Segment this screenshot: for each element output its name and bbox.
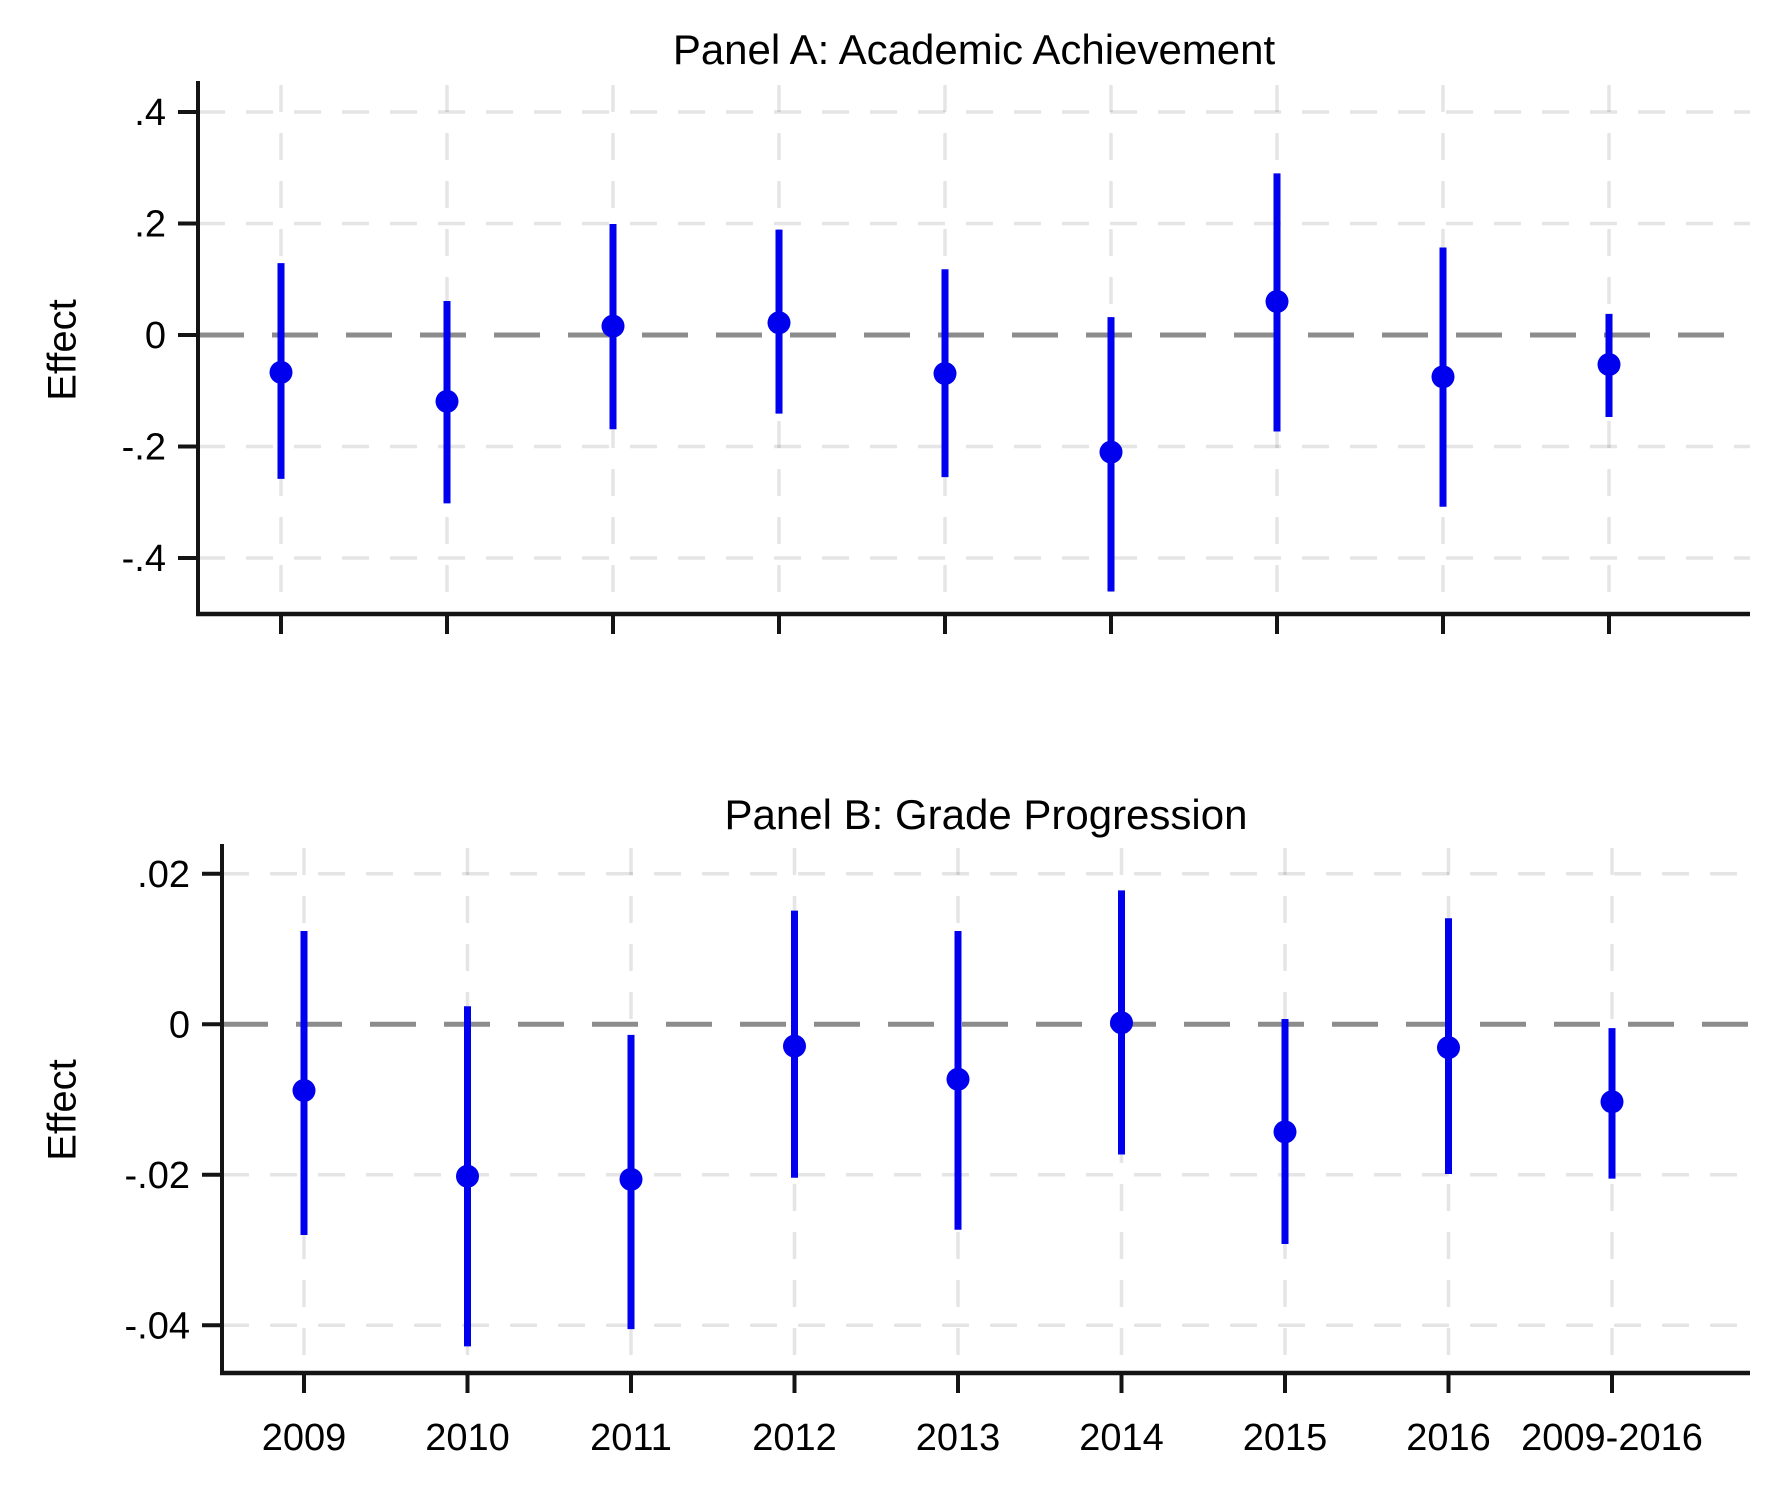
point-estimate-marker [783, 1034, 806, 1058]
point-estimate-marker [946, 1067, 970, 1091]
point-estimate-marker [1437, 1036, 1460, 1060]
panel-b-title: Panel B: Grade Progression [724, 791, 1248, 838]
x-tick-label: 2010 [425, 1417, 510, 1459]
x-tick-label: 2009 [262, 1417, 347, 1459]
point-estimate-marker [1600, 1090, 1624, 1114]
point-estimate-marker [1597, 353, 1621, 377]
x-tick-label: 2014 [1079, 1417, 1164, 1459]
y-tick-label: .4 [134, 92, 166, 134]
point-estimate-marker [1265, 290, 1289, 314]
point-estimate-marker [619, 1167, 643, 1191]
panel-a-y-axis-label: Effect [40, 299, 85, 401]
point-estimate-marker [456, 1164, 479, 1188]
y-tick-label: .02 [137, 854, 190, 896]
point-estimate-marker [767, 311, 791, 335]
panel-b-plot: .02 0 -.02 -.04 2009 2010 2011 2012 2013 2014 2015… [125, 844, 1750, 1459]
x-tick-label: 2015 [1243, 1417, 1328, 1459]
point-estimate-marker [292, 1079, 316, 1103]
point-estimate-marker [601, 314, 625, 338]
point-estimate-marker [269, 360, 293, 384]
x-tick-label: 2011 [590, 1417, 672, 1459]
y-tick-label: .2 [134, 204, 166, 246]
point-estimate-marker [1099, 440, 1123, 464]
y-tick-label: -.4 [122, 538, 166, 580]
panel-b-y-axis-label: Effect [40, 1059, 85, 1161]
panel-a-title: Panel A: Academic Achievement [672, 26, 1276, 73]
point-estimate-marker [1431, 365, 1455, 389]
point-estimate-marker [1110, 1011, 1133, 1035]
point-estimate-marker [1273, 1120, 1297, 1144]
point-estimate-marker [933, 361, 957, 385]
x-tick-label: 2012 [752, 1417, 837, 1459]
y-tick-label: -.04 [125, 1305, 190, 1347]
panel-a-plot: .4 .2 0 -.2 -.4 [122, 81, 1750, 634]
x-tick-label: 2009-2016 [1521, 1417, 1703, 1459]
y-tick-label: 0 [169, 1004, 190, 1046]
point-estimate-marker [435, 389, 459, 413]
y-tick-label: 0 [145, 315, 166, 357]
y-tick-label: -.2 [122, 427, 166, 469]
x-tick-label: 2013 [916, 1417, 1001, 1459]
x-tick-label: 2016 [1406, 1417, 1491, 1459]
y-tick-label: -.02 [125, 1155, 190, 1197]
